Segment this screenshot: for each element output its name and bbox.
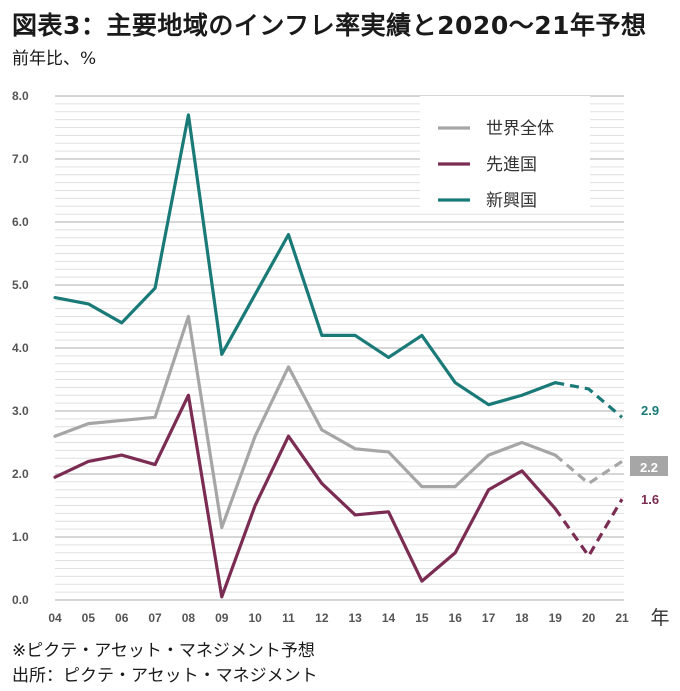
x-axis-label: 年: [650, 607, 669, 629]
legend-item: 先進国: [486, 155, 537, 174]
y-tick-label: 4.0: [12, 341, 29, 355]
x-tick-label: 05: [82, 611, 96, 625]
y-tick-label: 2.0: [12, 467, 29, 481]
y-tick-label: 7.0: [12, 152, 29, 166]
forecast-footnote: ※ピクテ・アセット・マネジメント予想: [12, 641, 315, 661]
source-footnote: 出所：ピクテ・アセット・マネジメント: [12, 666, 318, 686]
series-forecast-line-0: [554, 453, 623, 486]
series-line-2: [53, 113, 557, 407]
end-label: 2.2: [640, 460, 658, 475]
x-tick-label: 18: [515, 611, 529, 625]
x-tick-label: 19: [549, 611, 563, 625]
x-tick-label: 20: [582, 611, 596, 625]
series-line-0: [53, 314, 557, 530]
end-label-box: [630, 456, 668, 476]
legend-item: 世界全体: [486, 119, 554, 138]
x-tick-label: 16: [449, 611, 463, 625]
series-forecast-line-1: [553, 498, 624, 558]
x-tick-label: 07: [148, 611, 162, 625]
legend-item: 新興国: [486, 191, 537, 210]
x-tick-label: 09: [215, 611, 229, 625]
x-tick-label: 10: [248, 611, 262, 625]
x-tick-label: 14: [382, 611, 396, 625]
x-tick-label: 12: [315, 611, 329, 625]
y-tick-label: 3.0: [12, 404, 29, 418]
x-tick-label: 13: [348, 611, 362, 625]
x-tick-label: 15: [415, 611, 429, 625]
x-tick-label: 11: [282, 611, 295, 625]
legend-background: [420, 96, 590, 212]
y-tick-label: 5.0: [12, 278, 29, 292]
chart-title: 図表3：主要地域のインフレ率実績と2020～21年予想: [12, 11, 647, 40]
y-tick-label: 1.0: [12, 530, 29, 544]
chart-subtitle: 前年比、%: [12, 49, 97, 69]
x-tick-label: 17: [482, 611, 496, 625]
x-tick-label: 21: [615, 611, 629, 625]
series-line-1: [53, 393, 557, 599]
end-label: 1.6: [641, 492, 659, 507]
x-tick-label: 06: [115, 611, 129, 625]
x-tick-label: 04: [48, 611, 62, 625]
y-tick-label: 0.0: [12, 593, 29, 607]
end-label: 2.9: [641, 403, 659, 418]
x-tick-label: 08: [182, 611, 196, 625]
y-tick-label: 6.0: [12, 215, 29, 229]
series-forecast-line-2: [554, 381, 624, 419]
y-tick-label: 8.0: [12, 89, 29, 103]
